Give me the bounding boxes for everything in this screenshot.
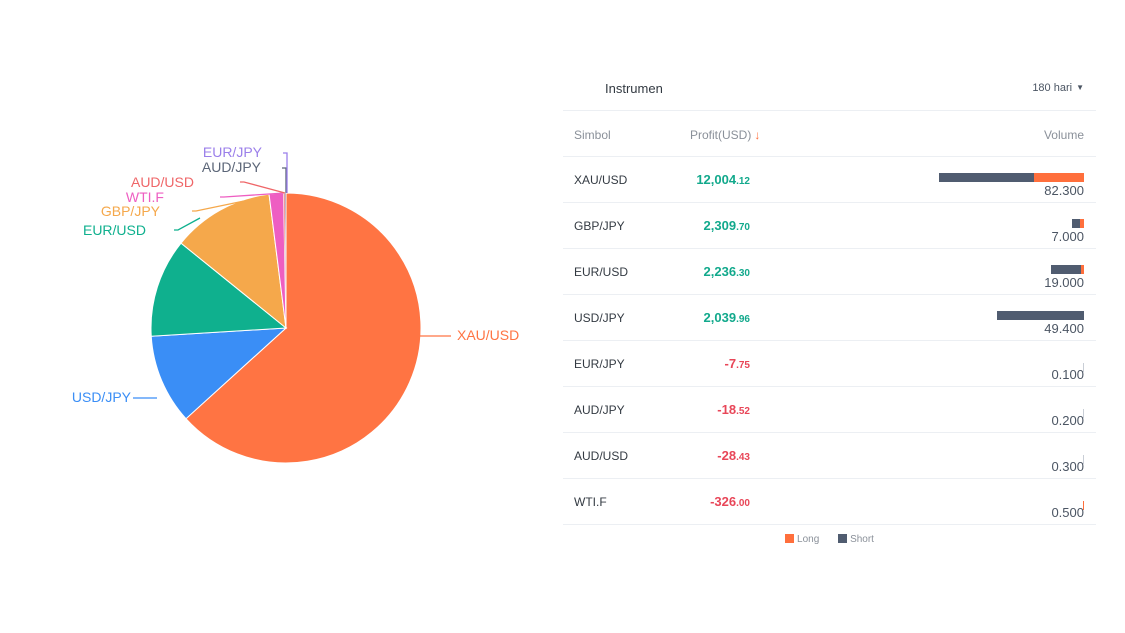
pie-label-line bbox=[174, 217, 201, 231]
pie-label-line bbox=[220, 192, 285, 198]
pie-label-line bbox=[283, 152, 288, 193]
panel-header: Instrumen 180 hari ▼ bbox=[563, 68, 1096, 111]
profit-header-label: Profit(USD) bbox=[690, 128, 752, 142]
pie-slice-label: XAU/USD bbox=[457, 327, 519, 343]
legend-item-short[interactable]: Short bbox=[838, 534, 874, 545]
row-profit: -18.52 bbox=[717, 402, 750, 417]
pie-slice-label: USD/JPY bbox=[72, 389, 132, 405]
row-profit-dec: .96 bbox=[736, 314, 750, 325]
row-profit-int: -28 bbox=[717, 448, 737, 463]
row-profit-dec: .30 bbox=[736, 268, 750, 279]
row-volume: 19.000 bbox=[1044, 275, 1084, 290]
period-dropdown[interactable]: 180 hari ▼ bbox=[1032, 82, 1084, 94]
row-volume: 7.000 bbox=[1051, 229, 1084, 244]
row-profit: -326.00 bbox=[710, 494, 750, 509]
caret-down-icon: ▼ bbox=[1076, 83, 1084, 92]
pie-slice-label: AUD/USD bbox=[131, 174, 194, 190]
legend-swatch-short bbox=[838, 534, 848, 543]
legend-item-long[interactable]: Long bbox=[785, 534, 819, 545]
row-symbol: GBP/JPY bbox=[574, 219, 625, 233]
pie-slice-label: AUD/JPY bbox=[202, 159, 262, 175]
row-profit: 2,309.70 bbox=[704, 218, 750, 233]
pie-slice-label: EUR/JPY bbox=[203, 144, 263, 160]
volume-bar-tick bbox=[1083, 455, 1084, 464]
row-volume: 0.500 bbox=[1051, 505, 1084, 520]
instrument-panel: Instrumen 180 hari ▼ Simbol Profit(USD) ↓ … bbox=[563, 68, 1096, 545]
legend-label-long: Long bbox=[797, 534, 820, 545]
pie-chart-svg: XAU/USD USD/JPY EUR/USD GBP/JPYWTI.FAUD/USD… bbox=[72, 144, 519, 464]
table-row[interactable]: XAU/USD 12,004.12 82.300 bbox=[563, 157, 1096, 203]
row-symbol: WTI.F bbox=[574, 495, 607, 509]
volume-bar-tick bbox=[1083, 501, 1084, 510]
pie-slice[interactable] bbox=[185, 192, 422, 464]
table-row[interactable]: GBP/JPY 2,309.70 7.000 bbox=[563, 203, 1096, 249]
volume-bar-short bbox=[996, 311, 1084, 320]
row-profit-dec: .75 bbox=[736, 360, 750, 371]
row-volume: 49.400 bbox=[1044, 321, 1084, 336]
row-volume: 82.300 bbox=[1044, 183, 1084, 198]
row-profit-int: -18 bbox=[717, 402, 737, 417]
pie-slice-label: WTI.F bbox=[126, 189, 164, 205]
table-row[interactable]: EUR/USD 2,236.30 19.000 bbox=[563, 249, 1096, 295]
table-row[interactable]: USD/JPY 2,039.96 49.400 bbox=[563, 295, 1096, 341]
legend-label-short: Short bbox=[850, 534, 874, 545]
row-profit-dec: .70 bbox=[736, 222, 750, 233]
table-row[interactable]: AUD/USD -28.43 0.300 bbox=[563, 433, 1096, 479]
profit-pie-chart: XAU/USD USD/JPY EUR/USD GBP/JPY WTI.F AUD/USD… bbox=[0, 0, 560, 633]
volume-bar-short bbox=[939, 173, 1034, 182]
volume-bar-short bbox=[1050, 265, 1081, 274]
row-profit-dec: .43 bbox=[736, 452, 750, 463]
row-volume: 0.200 bbox=[1051, 413, 1084, 428]
column-header-profit[interactable]: Profit(USD) ↓ bbox=[690, 128, 760, 142]
row-symbol: AUD/USD bbox=[574, 449, 629, 463]
volume-bar-tick bbox=[1083, 363, 1084, 372]
row-symbol: USD/JPY bbox=[574, 311, 625, 325]
volume-bar-short bbox=[1071, 219, 1081, 228]
table-body: XAU/USD 12,004.12 82.300 GBP/JPY 2,309.70 7.0… bbox=[563, 157, 1096, 525]
pie-slice-label: GBP/JPY bbox=[101, 203, 161, 219]
legend-swatch-long bbox=[785, 534, 795, 543]
pie-label-line bbox=[282, 167, 287, 193]
row-profit: -28.43 bbox=[717, 448, 750, 463]
row-profit: 2,236.30 bbox=[704, 264, 750, 279]
column-header-volume: Volume bbox=[1043, 128, 1084, 142]
pie-label-line bbox=[192, 200, 245, 212]
row-symbol: EUR/USD bbox=[574, 265, 629, 279]
volume-bar-long bbox=[1080, 219, 1084, 228]
panel-title: Instrumen bbox=[605, 81, 663, 96]
row-profit-int: 2,039 bbox=[703, 310, 737, 325]
table-row[interactable]: AUD/JPY -18.52 0.200 bbox=[563, 387, 1096, 433]
volume-legend: Long Short bbox=[563, 534, 1096, 545]
row-profit-int: -7 bbox=[724, 356, 737, 371]
row-profit-dec: .12 bbox=[736, 176, 750, 187]
table-row[interactable]: EUR/JPY -7.75 0.100 bbox=[563, 341, 1096, 387]
row-profit: 12,004.12 bbox=[696, 172, 750, 187]
volume-bar-long bbox=[1080, 265, 1084, 274]
row-profit-int: 2,236 bbox=[703, 264, 737, 279]
row-profit-dec: .52 bbox=[736, 406, 750, 417]
row-symbol: AUD/JPY bbox=[574, 403, 625, 417]
row-profit-dec: .00 bbox=[736, 498, 750, 509]
row-symbol: EUR/JPY bbox=[574, 357, 625, 371]
row-volume: 0.300 bbox=[1051, 459, 1084, 474]
period-label: 180 hari bbox=[1032, 82, 1073, 94]
table-header: Simbol Profit(USD) ↓ Volume bbox=[563, 111, 1096, 157]
row-symbol: XAU/USD bbox=[574, 173, 628, 187]
pie-slice[interactable] bbox=[150, 242, 288, 337]
row-volume: 0.100 bbox=[1051, 367, 1084, 382]
row-profit-int: 12,004 bbox=[696, 172, 737, 187]
pie-slice[interactable] bbox=[150, 327, 288, 420]
table-row[interactable]: WTI.F -326.00 0.500 bbox=[563, 479, 1096, 525]
pie-slice-label: EUR/USD bbox=[83, 222, 146, 238]
volume-bar-long bbox=[1033, 173, 1084, 182]
sort-desc-icon: ↓ bbox=[754, 128, 761, 142]
row-profit-int: 2,309 bbox=[703, 218, 737, 233]
pie-label-line bbox=[240, 181, 286, 194]
row-profit: -7.75 bbox=[725, 356, 750, 371]
column-header-symbol: Simbol bbox=[574, 128, 611, 142]
volume-bar-tick bbox=[1083, 409, 1084, 418]
row-profit: 2,039.96 bbox=[704, 310, 750, 325]
row-profit-int: -326 bbox=[710, 494, 737, 509]
